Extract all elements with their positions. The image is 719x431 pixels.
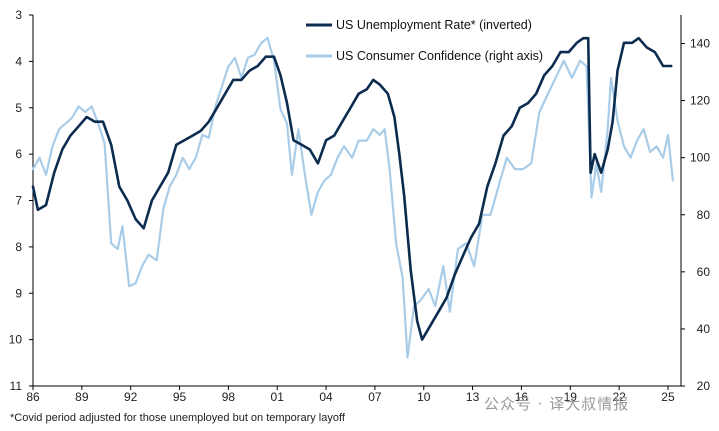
x-tick-label: 98 bbox=[222, 390, 236, 404]
right-tick-label: 100 bbox=[690, 151, 710, 165]
right-tick-label: 80 bbox=[697, 208, 711, 222]
x-tick-label: 16 bbox=[515, 390, 529, 404]
left-tick-label: 6 bbox=[15, 147, 22, 161]
right-tick-label: 40 bbox=[697, 322, 711, 336]
x-axis-ticks: 86 89 92 95 98 01 04 07 10 13 16 19 22 25 bbox=[26, 386, 675, 404]
x-tick-label: 22 bbox=[612, 390, 626, 404]
left-tick-label: 4 bbox=[15, 54, 22, 68]
x-tick-label: 92 bbox=[124, 390, 138, 404]
x-tick-label: 04 bbox=[319, 390, 333, 404]
right-tick-label: 120 bbox=[690, 94, 710, 108]
left-tick-label: 5 bbox=[15, 101, 22, 115]
x-tick-label: 89 bbox=[75, 390, 89, 404]
x-tick-label: 86 bbox=[26, 390, 40, 404]
right-axis-ticks: 140 120 100 80 60 40 20 bbox=[681, 37, 710, 393]
x-tick-label: 10 bbox=[417, 390, 431, 404]
legend-label-confidence: US Consumer Confidence (right axis) bbox=[336, 49, 543, 63]
legend-label-unemployment: US Unemployment Rate* (inverted) bbox=[336, 18, 532, 32]
right-tick-label: 60 bbox=[697, 265, 711, 279]
left-tick-label: 8 bbox=[15, 240, 22, 254]
watermark: 公众号 · 译大叔情报 bbox=[484, 395, 630, 413]
x-tick-label: 19 bbox=[564, 390, 578, 404]
left-tick-label: 9 bbox=[15, 286, 22, 300]
x-tick-label: 13 bbox=[466, 390, 480, 404]
footnote: *Covid period adjusted for those unemplo… bbox=[10, 412, 345, 424]
right-tick-label: 140 bbox=[690, 37, 710, 51]
left-axis-ticks: 3 4 5 6 7 8 9 10 11 bbox=[9, 8, 33, 393]
left-tick-label: 3 bbox=[15, 8, 22, 22]
x-tick-label: 25 bbox=[661, 390, 675, 404]
left-tick-label: 10 bbox=[9, 333, 23, 347]
plot-area bbox=[32, 15, 682, 387]
series-line-confidence bbox=[31, 36, 675, 359]
legend: US Unemployment Rate* (inverted) US Cons… bbox=[306, 18, 543, 63]
x-tick-label: 07 bbox=[368, 390, 382, 404]
series-layer bbox=[31, 36, 675, 359]
series-line-unemployment bbox=[31, 36, 673, 341]
x-tick-label: 01 bbox=[271, 390, 285, 404]
x-tick-label: 95 bbox=[173, 390, 187, 404]
left-tick-label: 11 bbox=[10, 379, 23, 393]
left-tick-label: 7 bbox=[15, 194, 22, 208]
right-tick-label: 20 bbox=[697, 379, 711, 393]
